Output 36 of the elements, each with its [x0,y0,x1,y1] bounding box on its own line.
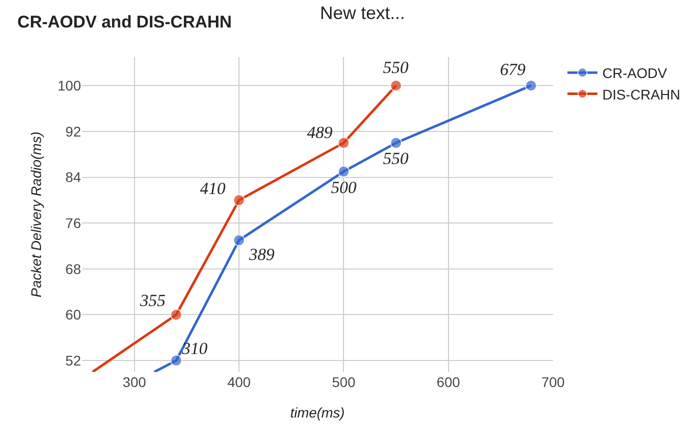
y-tick-label: 52 [65,352,82,368]
y-tick-label: 100 [58,78,82,94]
annotation: 679 [500,60,526,79]
point [233,234,245,246]
annotation: 410 [200,179,226,198]
y-tick-label: 84 [65,169,82,186]
chart-title: CR-AODV and DIS-CRAHN [17,12,232,32]
x-tick-label: 600 [436,374,460,390]
annotation: 500 [331,178,357,197]
y-tick-label: 92 [65,123,82,140]
annotation: 489 [307,123,333,142]
point [390,80,402,92]
annotation: 550 [383,149,409,168]
point [390,136,402,149]
point [338,166,350,178]
annotation: 355 [139,291,166,310]
x-axis-title: time(ms) [290,404,345,420]
point [233,194,245,206]
annotation: 389 [248,245,275,264]
point [525,80,538,92]
point [170,354,182,367]
legend-label: DIS-CRAHN [602,86,680,102]
text: New text... [320,3,406,23]
x-tick-label: 300 [122,374,146,390]
y-tick-label: 76 [65,214,82,231]
y-tick-label: 68 [65,260,82,277]
annotation: 550 [383,58,409,77]
y-axis-title: Packet Delivery Radio(ms) [28,132,44,298]
point [338,136,350,149]
x-tick-label: 700 [541,374,565,390]
y-tick-label: 60 [65,306,82,323]
x-tick-label: 400 [227,374,251,390]
legend-label: CR-AODV [602,65,668,82]
point [170,308,182,321]
x-tick-label: 500 [332,374,356,390]
annotation: 310 [181,339,208,358]
